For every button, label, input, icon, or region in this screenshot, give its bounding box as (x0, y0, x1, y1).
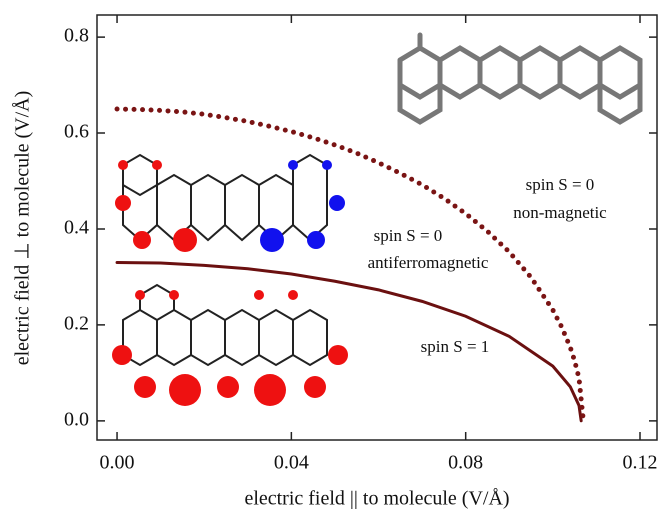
x-axis-title: electric field || to molecule (V/Å) (244, 488, 509, 510)
annotation: spin S = 1 (421, 337, 490, 356)
y-axis-title: electric field ⊥ to molecule (V/Å) (12, 91, 34, 366)
x-tick-label: 0.04 (274, 452, 309, 474)
y-tick-label: 0.0 (64, 408, 89, 430)
y-tick-label: 0.2 (64, 312, 89, 334)
ferromagnetic-molecule (112, 285, 348, 406)
annotation: spin S = 0 (374, 226, 443, 245)
annotation: non-magnetic (513, 203, 607, 222)
y-tick-label: 0.8 (64, 25, 89, 47)
x-tick-label: 0.08 (448, 452, 483, 474)
annotation: antiferromagnetic (368, 253, 489, 272)
antiferromagnetic-molecule (115, 155, 345, 252)
x-tick-label: 0.00 (100, 452, 135, 474)
chart: electric field || to molecule (V/Å) elec… (0, 0, 670, 517)
y-tick-label: 0.4 (64, 217, 89, 239)
annotation: spin S = 0 (526, 175, 595, 194)
y-tick-label: 0.6 (64, 121, 89, 143)
x-tick-label: 0.12 (623, 452, 658, 474)
neutral-molecule (400, 35, 640, 122)
